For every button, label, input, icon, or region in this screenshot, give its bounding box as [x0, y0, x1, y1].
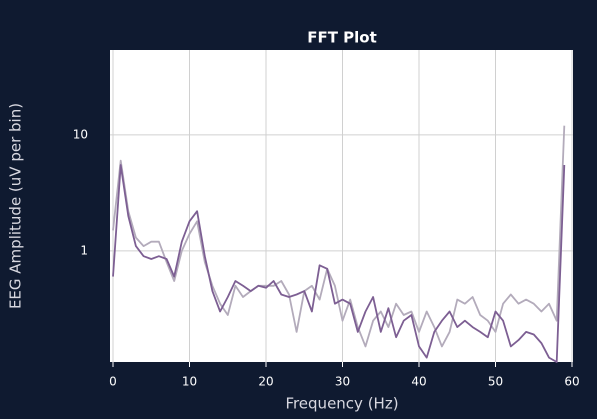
- x-tick-label: 40: [411, 375, 426, 389]
- y-axis-label: EEG Amplitude (uV per bin): [7, 103, 25, 309]
- x-tick-label: 20: [258, 375, 273, 389]
- x-tick-label: 60: [564, 375, 579, 389]
- series-line: [112, 164, 566, 363]
- chart-title: FFT Plot: [307, 29, 377, 47]
- y-tick-label: 10: [73, 127, 88, 141]
- x-tick-label: 10: [182, 375, 197, 389]
- x-tick-label: 0: [109, 375, 117, 389]
- x-axis-label: Frequency (Hz): [285, 395, 398, 413]
- y-tick-label: 1: [80, 243, 88, 257]
- x-tick-label: 50: [488, 375, 503, 389]
- x-tick-label: 30: [335, 375, 350, 389]
- series-line: [112, 125, 566, 348]
